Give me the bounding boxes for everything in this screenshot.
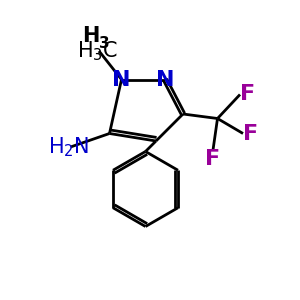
Text: $\mathsf{H_2N}$: $\mathsf{H_2N}$ [48, 135, 90, 159]
Text: F: F [240, 85, 255, 104]
Text: N: N [112, 70, 131, 89]
Text: 3: 3 [99, 36, 110, 51]
Text: F: F [206, 149, 220, 169]
Text: F: F [243, 124, 258, 143]
Text: $\mathsf{H_3C}$: $\mathsf{H_3C}$ [77, 39, 118, 63]
Text: N: N [156, 70, 174, 89]
Text: H: H [82, 26, 99, 46]
